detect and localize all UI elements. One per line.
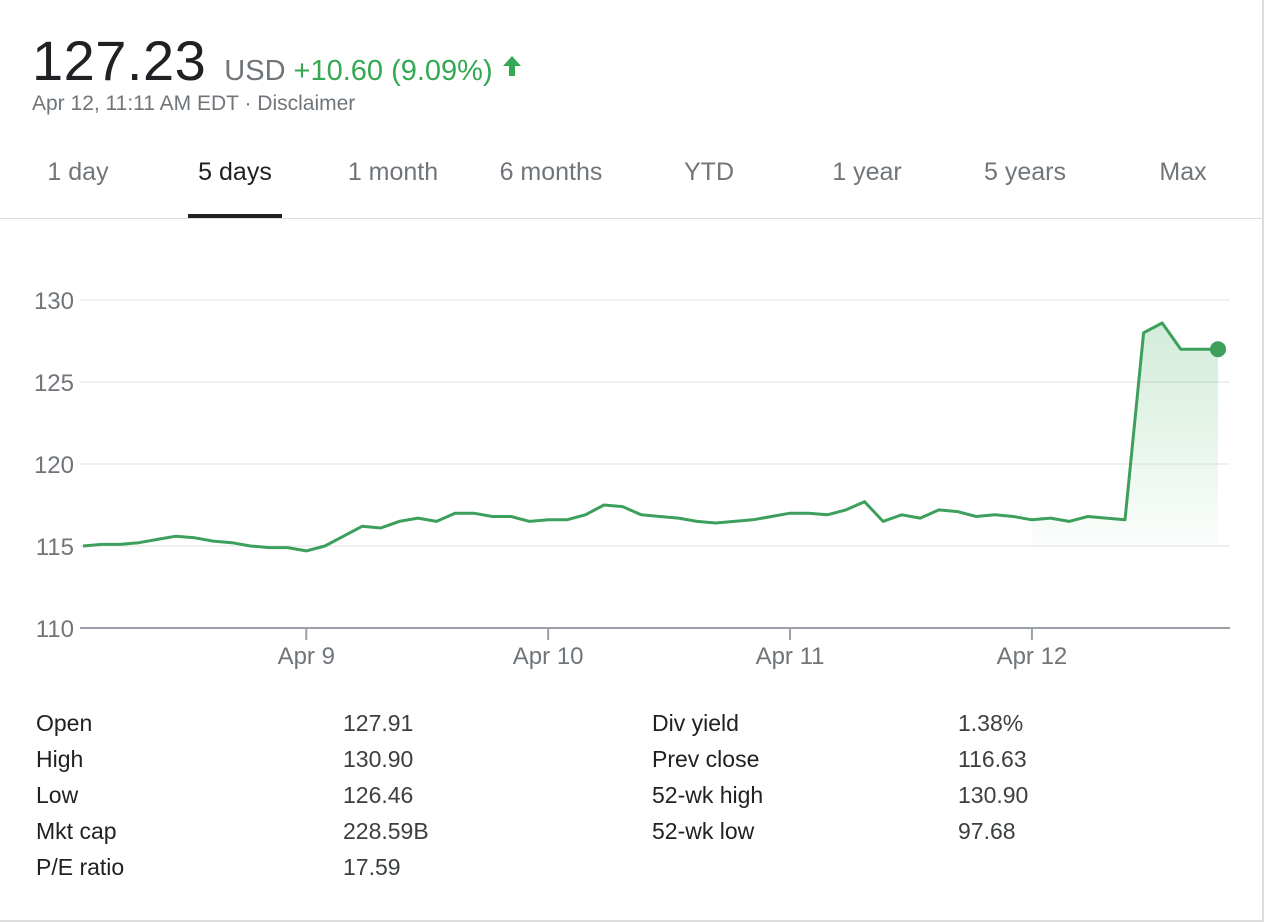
range-tabs: 1 day 5 days 1 month 6 months YTD 1 year… xyxy=(0,140,1262,219)
y-tick-label: 110 xyxy=(36,616,74,643)
stat-value: 116.63 xyxy=(958,746,1027,772)
stat-label: P/E ratio xyxy=(36,854,125,880)
tab-1-day[interactable]: 1 day xyxy=(28,140,128,218)
stat-value: 1.38% xyxy=(958,710,1024,736)
stat-value: 17.59 xyxy=(343,854,401,880)
quote-meta: Apr 12, 11:11 AM EDT · Disclaimer xyxy=(32,92,355,116)
arrow-up-icon xyxy=(501,55,523,82)
tab-label: Max xyxy=(1159,158,1207,186)
y-tick-label: 120 xyxy=(34,452,74,479)
y-tick-label: 115 xyxy=(36,534,74,561)
last-price-point xyxy=(1210,341,1226,358)
stat-label: Low xyxy=(36,782,79,808)
stat-label: Prev close xyxy=(652,746,760,772)
tab-label: 5 days xyxy=(198,158,272,186)
stat-label: 52-wk high xyxy=(652,782,764,808)
price-change: +10.60 (9.09%) xyxy=(293,55,493,87)
tab-ytd[interactable]: YTD xyxy=(668,140,750,218)
x-tick-label: Apr 12 xyxy=(997,643,1068,670)
y-tick-label: 130 xyxy=(34,288,74,315)
x-tick-label: Apr 11 xyxy=(756,643,825,670)
meta-separator: · xyxy=(238,92,258,115)
quote-header: 127.23 USD +10.60 (9.09%) xyxy=(32,28,523,93)
tab-1-month[interactable]: 1 month xyxy=(335,140,451,218)
tab-label: 1 year xyxy=(832,158,902,186)
stat-value: 127.91 xyxy=(343,710,414,736)
stat-label: Mkt cap xyxy=(36,818,117,844)
stat-value: 97.68 xyxy=(958,818,1016,844)
tab-5-days[interactable]: 5 days xyxy=(188,140,282,218)
x-tick-label: Apr 9 xyxy=(278,643,335,670)
stat-label: 52-wk low xyxy=(652,818,755,844)
tab-label: 5 years xyxy=(984,158,1066,186)
tab-max[interactable]: Max xyxy=(1150,140,1216,218)
price-line xyxy=(82,321,1218,553)
tab-1-year[interactable]: 1 year xyxy=(818,140,916,218)
stat-label: Open xyxy=(36,710,93,736)
tab-label: YTD xyxy=(684,158,734,186)
tab-6-months[interactable]: 6 months xyxy=(485,140,617,218)
stat-value: 130.90 xyxy=(343,746,414,772)
x-tick-label: Apr 10 xyxy=(513,643,584,670)
current-price: 127.23 xyxy=(32,29,207,92)
stat-value: 228.59B xyxy=(343,818,429,844)
tab-label: 1 day xyxy=(47,158,109,186)
stat-label: Div yield xyxy=(652,710,739,736)
quote-timestamp: Apr 12, 11:11 AM EDT xyxy=(32,92,239,115)
currency-code: USD xyxy=(224,55,286,87)
tab-5-years[interactable]: 5 years xyxy=(970,140,1080,218)
y-tick-label: 125 xyxy=(34,370,74,397)
stat-value: 126.46 xyxy=(343,782,414,808)
stat-value: 130.90 xyxy=(958,782,1029,808)
disclaimer-link[interactable]: Disclaimer xyxy=(257,92,356,115)
price-chart: 130 125 120 115 110 Apr 9 Apr 10 Apr 11 Apr 12 xyxy=(34,288,1230,670)
stat-label: High xyxy=(36,746,84,772)
tab-label: 6 months xyxy=(499,158,603,186)
area-fill xyxy=(1031,322,1218,546)
tab-label: 1 month xyxy=(347,158,439,186)
